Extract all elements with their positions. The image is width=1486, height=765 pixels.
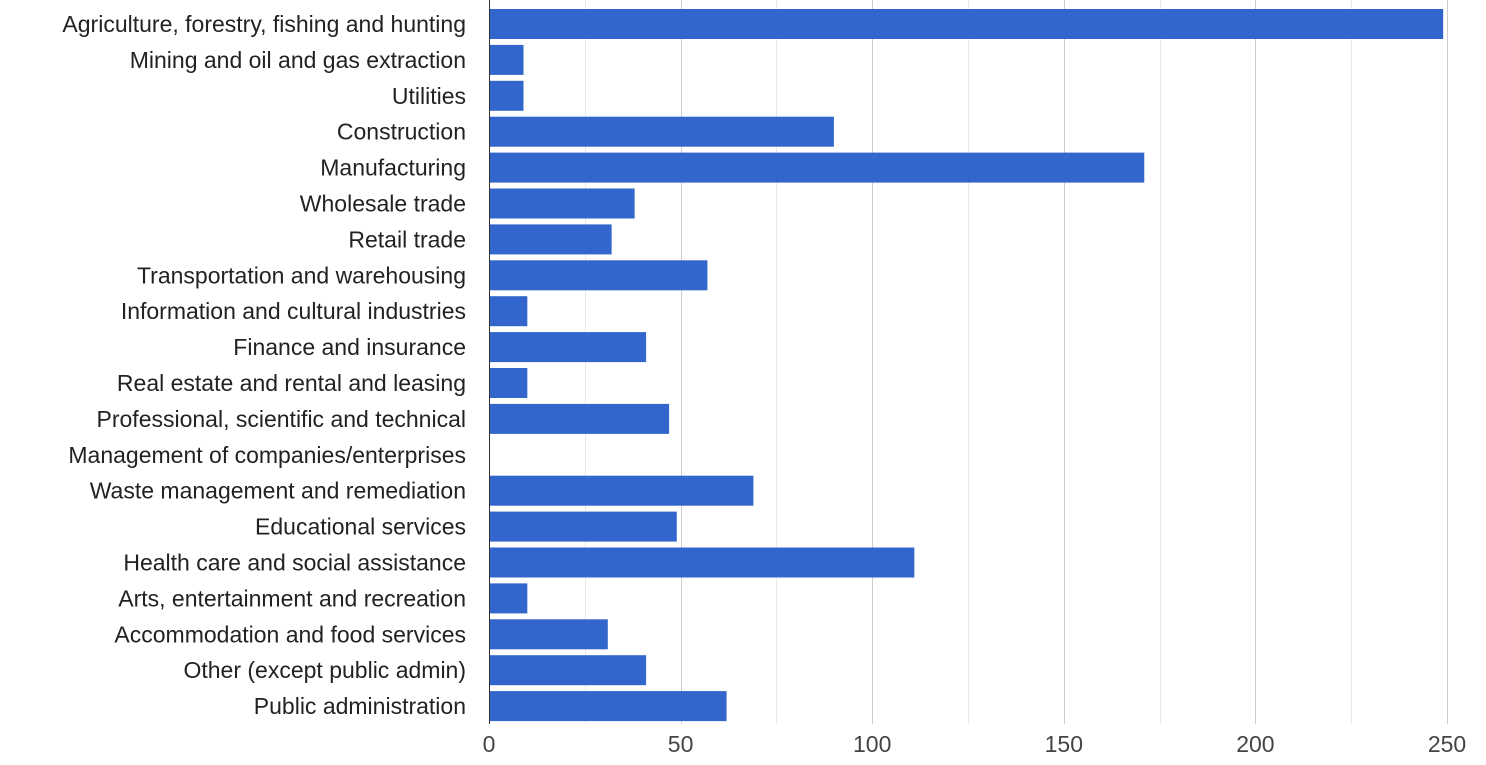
category-label: Accommodation and food services [114, 621, 466, 647]
category-label: Transportation and warehousing [137, 262, 466, 288]
category-label: Agriculture, forestry, fishing and hunti… [62, 11, 466, 37]
bar[interactable] [490, 152, 1145, 183]
category-label: Other (except public admin) [183, 657, 466, 683]
bar[interactable] [490, 296, 528, 327]
bar[interactable] [490, 655, 647, 686]
category-label: Utilities [392, 83, 466, 109]
bar[interactable] [490, 475, 754, 506]
bars [490, 9, 1444, 722]
bar[interactable] [490, 260, 708, 291]
x-tick-label: 100 [853, 731, 891, 757]
category-label: Wholesale trade [300, 191, 466, 217]
x-tick-labels: 0 50 100 150 200 250 [483, 731, 1467, 757]
category-label: Professional, scientific and technical [97, 406, 466, 432]
bar[interactable] [490, 9, 1444, 39]
bar[interactable] [490, 583, 528, 614]
bar[interactable] [490, 691, 727, 722]
bar[interactable] [490, 511, 677, 542]
category-label: Public administration [254, 693, 466, 719]
category-label: Retail trade [348, 226, 466, 252]
x-tick-label: 50 [668, 731, 694, 757]
category-label: Arts, entertainment and recreation [118, 585, 466, 611]
bar[interactable] [490, 619, 608, 650]
bar[interactable] [490, 80, 524, 111]
bar[interactable] [490, 368, 528, 398]
category-label: Finance and insurance [233, 334, 466, 360]
bar[interactable] [490, 44, 524, 75]
bar[interactable] [490, 547, 915, 578]
bar[interactable] [490, 116, 834, 147]
bar[interactable] [490, 332, 647, 363]
bar[interactable] [490, 188, 635, 219]
category-labels: Agriculture, forestry, fishing and hunti… [62, 11, 466, 719]
x-tick-label: 250 [1428, 731, 1466, 757]
category-label: Educational services [255, 514, 466, 540]
x-tick-label: 0 [483, 731, 496, 757]
category-label: Construction [337, 119, 466, 145]
category-label: Manufacturing [320, 155, 466, 181]
x-tick-label: 150 [1045, 731, 1083, 757]
bar[interactable] [490, 403, 670, 434]
category-label: Information and cultural industries [121, 298, 466, 324]
gridlines [585, 0, 1448, 724]
category-label: Management of companies/enterprises [68, 442, 466, 468]
bar[interactable] [490, 224, 612, 255]
category-label: Waste management and remediation [90, 478, 466, 504]
x-tick-label: 200 [1236, 731, 1274, 757]
category-label: Mining and oil and gas extraction [130, 47, 466, 73]
category-label: Health care and social assistance [123, 550, 466, 576]
category-label: Real estate and rental and leasing [117, 370, 466, 396]
